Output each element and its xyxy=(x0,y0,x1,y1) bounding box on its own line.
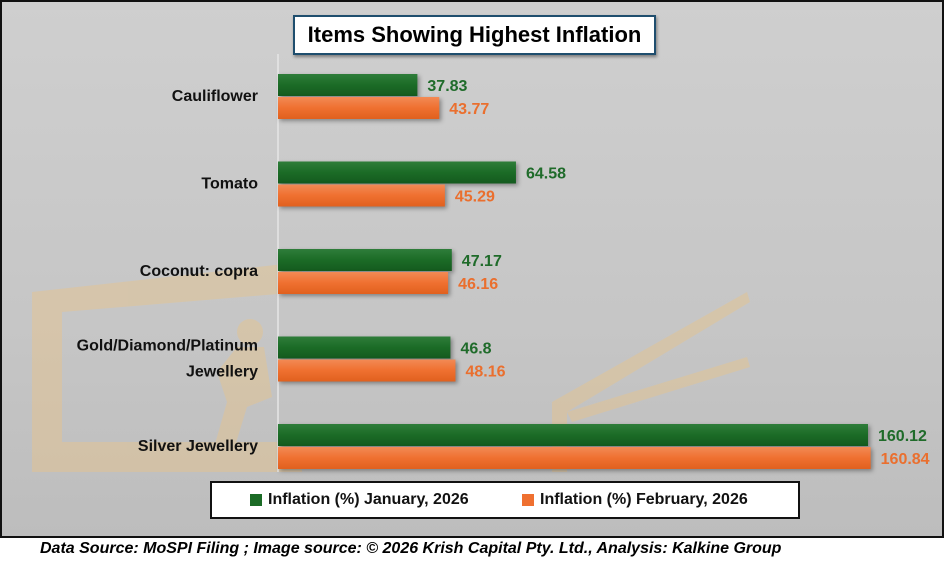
bar-february xyxy=(278,184,445,207)
bar-january xyxy=(278,424,868,446)
data-label: 48.16 xyxy=(465,364,505,381)
data-label: 45.29 xyxy=(455,189,495,206)
bar-february xyxy=(278,359,456,382)
legend-swatch-january xyxy=(250,494,262,506)
legend-swatch-february xyxy=(522,494,534,506)
data-label: 64.58 xyxy=(526,166,566,183)
bar-january xyxy=(278,336,451,359)
chart-frame: Items Showing Highest Inflation Cauliflo… xyxy=(0,0,944,538)
footer-source: Data Source: MoSPI Filing ; Image source… xyxy=(40,540,782,557)
data-label: 37.83 xyxy=(427,78,467,95)
background-illustration xyxy=(32,262,750,472)
chart-title: Items Showing Highest Inflation xyxy=(293,15,656,55)
data-label: 46.8 xyxy=(460,341,491,358)
bar-february xyxy=(278,447,871,469)
bar-january xyxy=(278,249,452,271)
bar-january xyxy=(278,74,418,96)
bar-january xyxy=(278,161,516,184)
data-label: 47.17 xyxy=(462,253,502,270)
legend-item-february: Inflation (%) February, 2026 xyxy=(522,491,748,509)
legend-item-january: Inflation (%) January, 2026 xyxy=(250,491,469,509)
category-label: Silver Jewellery xyxy=(138,438,258,455)
category-label: Tomato xyxy=(201,176,258,193)
data-label: 43.77 xyxy=(449,101,489,118)
category-label: Coconut: copra xyxy=(140,263,258,280)
plot-area: Cauliflower 37.83 43.77 Tomato 64.58 45.29 Coc… xyxy=(77,54,930,472)
data-label: 160.12 xyxy=(878,428,927,445)
legend-label-february: Inflation (%) February, 2026 xyxy=(540,491,748,508)
category-label: Cauliflower xyxy=(172,88,258,105)
category-label: Gold/Diamond/Platinum Jewellery xyxy=(77,338,258,381)
data-label: 160.84 xyxy=(881,451,930,468)
bar-february xyxy=(278,272,449,294)
bar-february xyxy=(278,97,440,119)
data-label: 46.16 xyxy=(458,276,498,293)
legend-label-january: Inflation (%) January, 2026 xyxy=(268,491,469,508)
legend: Inflation (%) January, 2026 Inflation (%… xyxy=(210,481,800,519)
